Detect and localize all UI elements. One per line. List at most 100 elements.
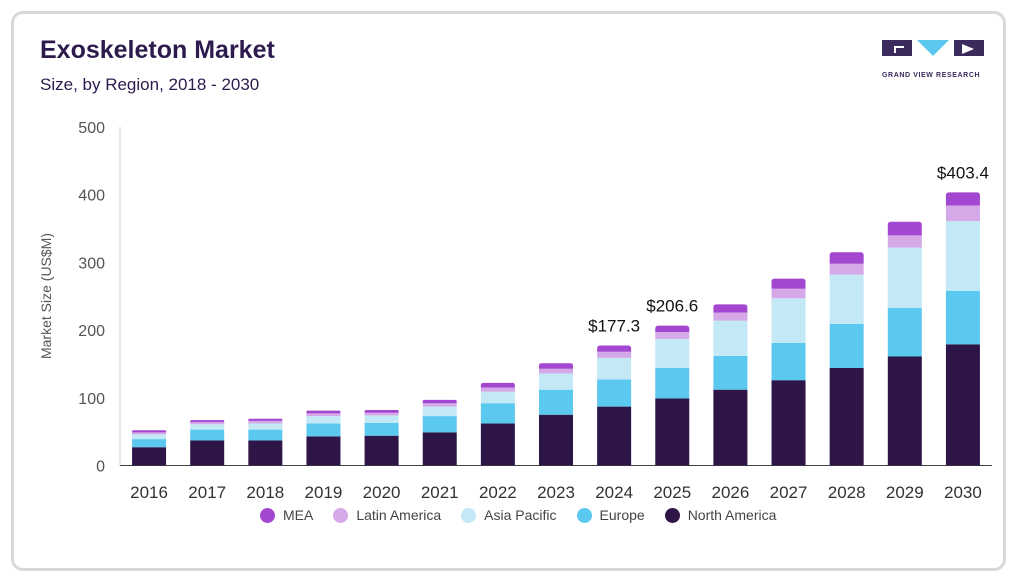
- data-label: $177.3: [588, 316, 640, 335]
- bar-segment-mea: [713, 304, 748, 313]
- bar-segment-europe: [422, 416, 457, 433]
- bar-segment-mea: [190, 420, 225, 423]
- bar-segment-latin-america: [480, 387, 515, 392]
- legend-item-asia-pacific: Asia Pacific: [461, 507, 557, 523]
- bar-segment-asia-pacific: [887, 247, 922, 308]
- bar-segment-mea: [132, 430, 167, 433]
- bar-segment-europe: [539, 389, 573, 415]
- bar-segment-europe: [713, 355, 748, 390]
- y-tick-label: 400: [78, 188, 105, 205]
- bar-segment-north-america: [945, 344, 980, 466]
- bar-segment-europe: [945, 290, 980, 345]
- bar-segment-north-america: [132, 447, 167, 466]
- bar-segment-europe: [829, 324, 864, 369]
- bar-segment-mea: [364, 409, 399, 413]
- bar-segment-asia-pacific: [248, 423, 283, 430]
- x-tick-label: 2027: [770, 483, 808, 502]
- y-axis-label: Market Size (US$M): [38, 233, 54, 359]
- bar-segment-asia-pacific: [597, 357, 632, 380]
- bar-segment-north-america: [887, 356, 922, 466]
- bar-segment-mea: [539, 363, 573, 369]
- x-tick-label: 2018: [246, 483, 284, 502]
- x-tick-label: 2028: [828, 483, 866, 502]
- bar-segment-asia-pacific: [190, 424, 225, 430]
- bar-segment-asia-pacific: [364, 415, 399, 423]
- bar-segment-latin-america: [655, 332, 690, 339]
- chart-legend: MEA Latin America Asia Pacific Europe North …: [260, 507, 776, 523]
- brand-logo: GRAND VIEW RESEARCH: [882, 38, 986, 82]
- bar-segment-north-america: [306, 436, 341, 466]
- logo-text: GRAND VIEW RESEARCH: [882, 72, 981, 79]
- bar-segment-europe: [771, 342, 806, 381]
- bar-segment-mea: [306, 410, 341, 414]
- bar-segment-latin-america: [945, 205, 980, 222]
- bar-segment-latin-america: [887, 235, 922, 248]
- bar-segment-mea: [248, 418, 283, 421]
- bar-segment-europe: [306, 423, 341, 437]
- bar-segment-north-america: [422, 432, 457, 466]
- y-tick-label: 0: [96, 459, 105, 476]
- bar-segment-mea: [771, 278, 806, 289]
- bar-segment-europe: [887, 307, 922, 357]
- bar-segment-mea: [945, 192, 980, 206]
- legend-swatch: [260, 507, 275, 523]
- bar-segment-mea: [480, 382, 515, 388]
- bar-segment-europe: [132, 439, 167, 448]
- bar-segment-latin-america: [190, 422, 225, 425]
- bar-segment-north-america: [713, 389, 748, 466]
- bar-segment-north-america: [771, 380, 806, 466]
- y-tick-label: 200: [78, 323, 105, 340]
- x-tick-label: 2021: [421, 483, 459, 502]
- bar-segment-latin-america: [597, 351, 632, 358]
- bar-segment-asia-pacific: [771, 298, 806, 343]
- bar-segment-latin-america: [829, 263, 864, 275]
- legend-swatch: [664, 507, 680, 523]
- x-tick-label: 2029: [886, 483, 924, 502]
- bar-segment-north-america: [248, 440, 283, 466]
- legend-swatch: [333, 507, 349, 523]
- bar-segment-latin-america: [539, 368, 573, 374]
- bar-segment-latin-america: [248, 420, 283, 424]
- bar-segment-latin-america: [364, 412, 399, 416]
- legend-swatch: [461, 507, 477, 523]
- legend-item-north-america: North America: [664, 507, 777, 523]
- bar-segment-asia-pacific: [132, 434, 167, 440]
- legend-item-latin-america: Latin America: [333, 507, 441, 523]
- legend-swatch: [576, 507, 592, 523]
- x-tick-label: 2019: [305, 483, 343, 502]
- bar-segment-europe: [655, 368, 690, 399]
- bar-segment-north-america: [480, 423, 515, 466]
- bar-segment-latin-america: [422, 403, 457, 407]
- bar-segment-europe: [480, 403, 515, 424]
- bar-segment-north-america: [364, 435, 399, 466]
- x-tick-label: 2030: [944, 483, 982, 502]
- legend-label: Europe: [599, 507, 645, 523]
- bar-segment-mea: [887, 221, 922, 236]
- data-label: $403.4: [937, 163, 989, 182]
- logo-mark-icon: [882, 40, 984, 56]
- bar-segment-north-america: [655, 398, 690, 466]
- bar-segment-asia-pacific: [829, 274, 864, 325]
- chart-title: Exoskeleton Market: [40, 36, 275, 64]
- bar-segment-asia-pacific: [655, 338, 690, 369]
- bar-segment-north-america: [829, 368, 864, 466]
- x-tick-label: 2022: [479, 483, 517, 502]
- bar-segment-latin-america: [132, 432, 167, 435]
- x-tick-label: 2023: [537, 483, 575, 502]
- legend-label: North America: [687, 507, 777, 523]
- bar-segment-mea: [655, 325, 690, 333]
- bar-segment-asia-pacific: [539, 373, 573, 390]
- x-tick-label: 2017: [188, 483, 226, 502]
- bar-segment-europe: [190, 429, 225, 441]
- x-tick-label: 2025: [653, 483, 691, 502]
- data-label: $206.6: [646, 297, 698, 316]
- bar-segment-latin-america: [713, 312, 748, 321]
- bar-segment-mea: [422, 399, 457, 404]
- bar-segment-mea: [829, 252, 864, 264]
- bar-segment-mea: [597, 345, 632, 352]
- bar-segment-latin-america: [306, 413, 341, 417]
- chart-subtitle: Size, by Region, 2018 - 2030: [40, 75, 260, 94]
- bar-segment-asia-pacific: [306, 416, 341, 424]
- bar-segment-north-america: [190, 440, 225, 466]
